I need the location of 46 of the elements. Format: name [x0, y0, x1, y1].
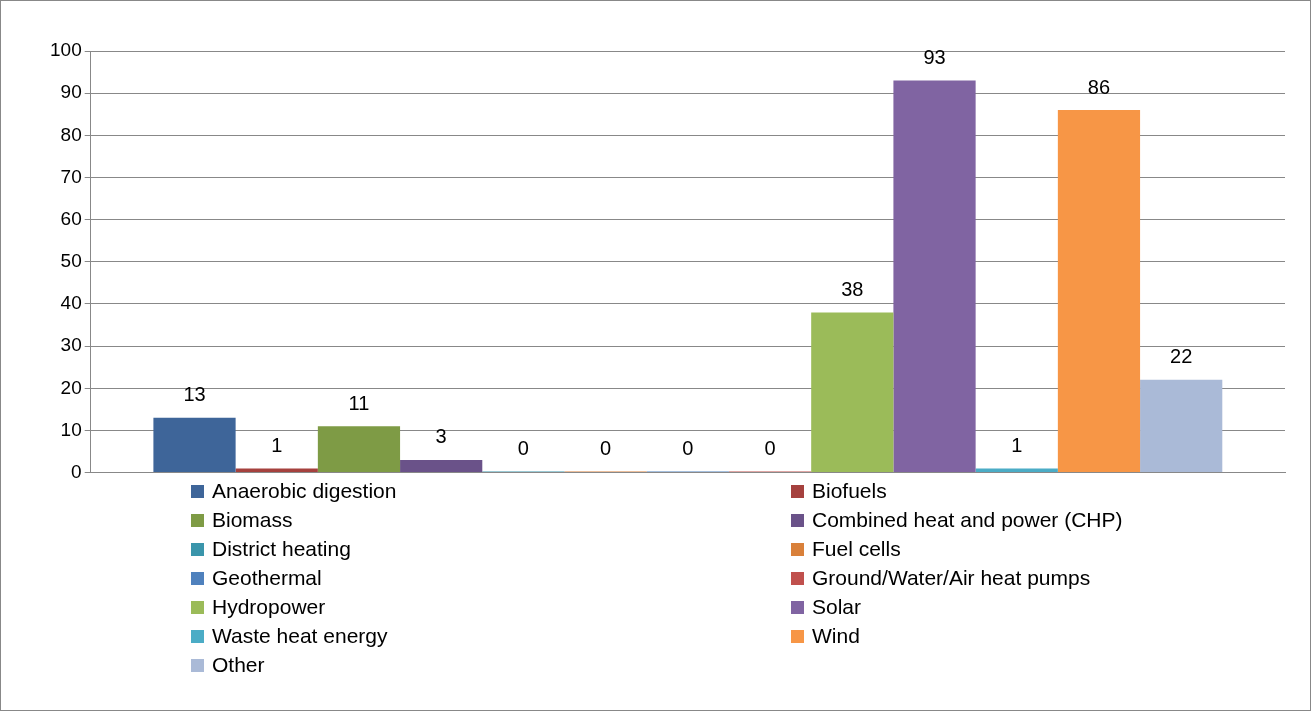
y-tick-label: 50 [60, 250, 82, 272]
bar [317, 426, 401, 473]
legend-label: Waste heat energy [212, 624, 388, 648]
data-label: 1 [271, 433, 283, 456]
data-label: 13 [183, 383, 206, 406]
bar [235, 468, 318, 473]
legend-label: Hydropower [212, 595, 326, 619]
legend-label: District heating [212, 537, 351, 561]
y-tick-label: 20 [60, 376, 82, 398]
data-label: 1 [1011, 433, 1023, 456]
y-tick-label: 90 [60, 81, 82, 103]
data-label: 22 [1170, 345, 1193, 368]
y-tick-label: 60 [60, 207, 82, 229]
bar [1057, 110, 1141, 473]
legend-label: Biomass [212, 508, 293, 532]
bar [400, 459, 483, 473]
data-label: 86 [1087, 75, 1111, 98]
y-tick-label: 30 [60, 334, 82, 356]
data-label: 0 [600, 437, 612, 460]
legend-label: Combined heat and power (CHP) [812, 508, 1123, 532]
legend-label: Wind [812, 624, 860, 648]
data-label: 0 [682, 437, 694, 460]
legend-label: Anaerobic digestion [212, 479, 397, 503]
data-label: 0 [764, 437, 776, 460]
legend-label: Ground/Water/Air heat pumps [812, 566, 1091, 590]
data-label: 93 [923, 46, 946, 69]
data-label: 3 [435, 425, 447, 448]
legend-label: Biofuels [812, 479, 887, 503]
bar [893, 80, 976, 473]
legend-label: Other [212, 653, 265, 677]
legend-label: Fuel cells [812, 537, 901, 561]
y-tick-label: 80 [60, 123, 82, 145]
y-tick-label: 10 [60, 418, 82, 440]
y-tick-label: 100 [50, 39, 82, 61]
data-label: 11 [348, 391, 370, 414]
bar [1140, 379, 1223, 473]
bar [975, 468, 1058, 473]
legend-label: Geothermal [212, 566, 322, 590]
data-label: 38 [841, 277, 864, 300]
y-tick-label: 0 [71, 460, 82, 482]
legend-label: Solar [812, 595, 862, 619]
y-tick-label: 70 [60, 165, 82, 187]
data-label: 0 [517, 437, 529, 460]
bar [811, 312, 894, 473]
y-tick-label: 40 [60, 292, 82, 314]
bar [153, 417, 236, 473]
